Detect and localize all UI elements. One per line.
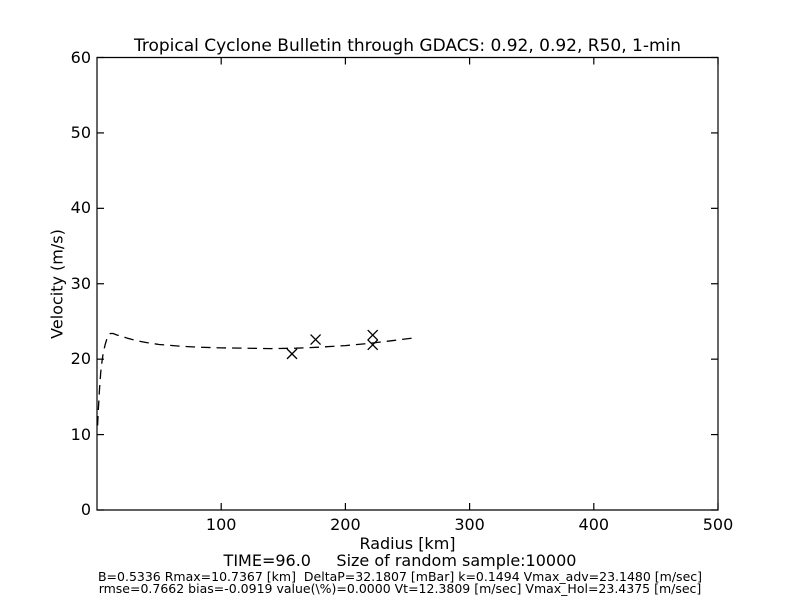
y-tick-label: 0 — [80, 500, 91, 519]
y-tick-label: 60 — [70, 47, 91, 67]
y-tick-label: 40 — [70, 198, 91, 218]
x-tick-label: 200 — [330, 515, 361, 534]
footer-params-line2: rmse=0.7662 bias=-0.0919 value(\%)=0.000… — [98, 581, 702, 596]
y-tick-label: 30 — [70, 273, 91, 293]
data-point-x-marker — [367, 339, 379, 351]
footer-time-sample: TIME=96.0 Size of random sample:10000 — [223, 551, 577, 570]
x-tick-label: 500 — [702, 515, 734, 534]
footer-params-line1: B=0.5336 Rmax=10.7367 [km] DeltaP=32.180… — [97, 569, 703, 584]
plot-border — [96, 56, 719, 511]
y-tick-label: 10 — [70, 424, 91, 444]
x-tick-label: 300 — [454, 515, 485, 534]
data-point-x-marker — [310, 334, 322, 346]
wind-profile-curve — [96, 332, 413, 426]
x-tick-label: 100 — [205, 515, 237, 534]
data-point-x-marker — [286, 348, 298, 360]
chart-title: Tropical Cyclone Bulletin through GDACS:… — [133, 36, 682, 56]
y-tick-label: 50 — [70, 122, 91, 142]
x-tick-label: 400 — [578, 515, 610, 534]
y-tick-label: 20 — [70, 349, 91, 369]
data-point-x-marker — [367, 329, 379, 341]
x-axis-label: Radius [km] — [359, 534, 456, 553]
